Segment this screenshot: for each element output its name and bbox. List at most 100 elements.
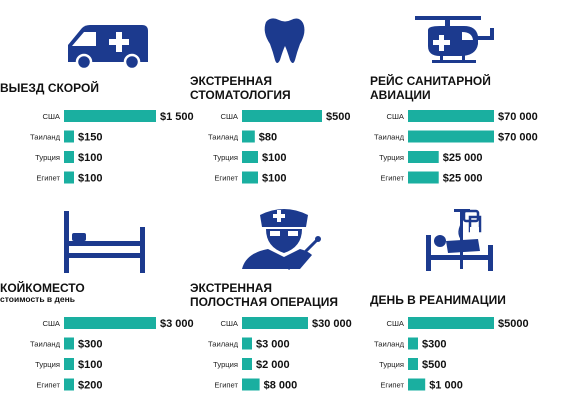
category-label: Таиланд — [208, 133, 239, 142]
category-label: Египет — [214, 381, 238, 390]
bar — [408, 378, 426, 391]
panel-air-ambulance: РЕЙС САНИТАРНОЙ АВИАЦИИ США $70 000 Таилан… — [370, 0, 560, 205]
value-label: $5000 — [498, 318, 529, 330]
value-label: $100 — [262, 173, 286, 185]
category-label: Таиланд — [374, 340, 405, 349]
bar-chart: США $500 Таиланд $80 Турция $100 Египет $100 — [208, 110, 350, 185]
bar — [408, 171, 439, 184]
bar — [64, 317, 156, 329]
value-label: $100 — [262, 152, 286, 164]
panel-title: РЕЙС САНИТАРНОЙ АВИАЦИИ — [370, 74, 491, 102]
hospital-bed-icon — [64, 211, 145, 273]
bar — [64, 358, 74, 370]
category-label: США — [42, 112, 60, 121]
category-label: Турция — [379, 360, 404, 369]
category-label: Турция — [35, 153, 60, 162]
panel-title-line: КОЙКОМЕСТО — [0, 281, 85, 295]
panel-surgery: ЭКСТРЕННАЯ ПОЛОСТНАЯ ОПЕРАЦИЯ США $30 000… — [190, 205, 380, 410]
bar — [64, 110, 156, 122]
bar — [408, 151, 439, 163]
panel-title: ЭКСТРЕННАЯ ПОЛОСТНАЯ ОПЕРАЦИЯ — [190, 281, 338, 309]
panel-dentistry: ЭКСТРЕННАЯ СТОМАТОЛОГИЯ США $500 Таиланд $8… — [190, 0, 380, 205]
panel-hospital-bed: КОЙКОМЕСТО стоимость в день США $3 000 Таи… — [0, 205, 194, 410]
panel-title-line: ВЫЕЗД СКОРОЙ — [0, 81, 99, 95]
panel-title-line: ЭКСТРЕННАЯ — [190, 74, 273, 88]
bar-chart: США $3 000 Таиланд $300 Турция $100 Египет $200 — [30, 317, 194, 392]
category-label: Египет — [36, 174, 60, 183]
panel-title: ВЫЕЗД СКОРОЙ — [0, 81, 99, 95]
bar — [64, 130, 74, 143]
bar — [242, 171, 258, 184]
value-label: $70 000 — [498, 111, 538, 123]
value-label: $8 000 — [264, 380, 298, 392]
category-label: Египет — [214, 174, 238, 183]
panel-title-line: ДЕНЬ В РЕАНИМАЦИИ — [370, 293, 506, 307]
surgeon-icon — [242, 209, 321, 271]
bar — [242, 130, 255, 143]
panel-subtitle: стоимость в день — [0, 294, 75, 304]
panel-title-line: РЕЙС САНИТАРНОЙ — [370, 74, 491, 88]
bar — [64, 171, 74, 184]
value-label: $150 — [78, 132, 102, 144]
bar-chart: США $1 500 Таиланд $150 Турция $100 Египет $100 — [30, 110, 194, 185]
panel-ambulance: ВЫЕЗД СКОРОЙ США $1 500 Таиланд $150 Турция $… — [0, 0, 194, 205]
value-label: $100 — [78, 359, 102, 371]
value-label: $80 — [259, 132, 277, 144]
helicopter-icon — [415, 16, 494, 63]
value-label: $100 — [78, 152, 102, 164]
value-label: $2 000 — [256, 359, 290, 371]
bar — [408, 317, 494, 329]
bar — [64, 378, 74, 391]
bar — [408, 130, 494, 143]
bar — [242, 337, 252, 350]
value-label: $300 — [78, 339, 102, 351]
bar — [242, 151, 258, 163]
value-label: $500 — [326, 111, 350, 123]
value-label: $3 000 — [256, 339, 290, 351]
bar — [242, 378, 260, 391]
tooth-icon — [264, 18, 305, 63]
bar — [408, 110, 494, 122]
bar-chart: США $30 000 Таиланд $3 000 Турция $2 000 Египе… — [208, 317, 352, 392]
panel-title-line: ЭКСТРЕННАЯ — [190, 281, 273, 295]
bar-chart: США $70 000 Таиланд $70 000 Турция $25 000 Еги… — [374, 110, 538, 185]
value-label: $70 000 — [498, 132, 538, 144]
bar-chart: США $5000 Таиланд $300 Турция $500 Египет $1 00… — [374, 317, 529, 392]
bar — [242, 317, 308, 329]
category-label: Таиланд — [374, 133, 405, 142]
value-label: $25 000 — [443, 152, 483, 164]
panel-intensive-care: ДЕНЬ В РЕАНИМАЦИИ США $5000 Таиланд $300 Тур… — [370, 205, 560, 410]
panel-title-line: СТОМАТОЛОГИЯ — [190, 88, 291, 102]
value-label: $25 000 — [443, 173, 483, 185]
category-label: Турция — [213, 360, 238, 369]
category-label: Египет — [380, 381, 404, 390]
value-label: $30 000 — [312, 318, 352, 330]
bar — [408, 358, 418, 370]
bar — [242, 358, 252, 370]
bar — [64, 337, 74, 350]
panel-title: ДЕНЬ В РЕАНИМАЦИИ — [370, 293, 506, 307]
ambulance-icon — [68, 25, 148, 70]
category-label: Таиланд — [30, 340, 61, 349]
category-label: Турция — [35, 360, 60, 369]
bar — [64, 151, 74, 163]
value-label: $3 000 — [160, 318, 194, 330]
panel-title-line: ПОЛОСТНАЯ ОПЕРАЦИЯ — [190, 295, 338, 309]
category-label: США — [42, 319, 60, 328]
category-label: Турция — [379, 153, 404, 162]
panel-title: КОЙКОМЕСТО — [0, 281, 85, 295]
category-label: Египет — [380, 174, 404, 183]
bar — [242, 110, 322, 122]
category-label: Таиланд — [208, 340, 239, 349]
intensive-care-icon — [426, 209, 493, 271]
value-label: $300 — [422, 339, 446, 351]
panel-title-line: АВИАЦИИ — [370, 88, 431, 102]
category-label: Таиланд — [30, 133, 61, 142]
value-label: $1 500 — [160, 111, 194, 123]
bar — [408, 337, 418, 350]
value-label: $100 — [78, 173, 102, 185]
value-label: $500 — [422, 359, 446, 371]
category-label: США — [386, 112, 404, 121]
value-label: $200 — [78, 380, 102, 392]
category-label: Египет — [36, 381, 60, 390]
